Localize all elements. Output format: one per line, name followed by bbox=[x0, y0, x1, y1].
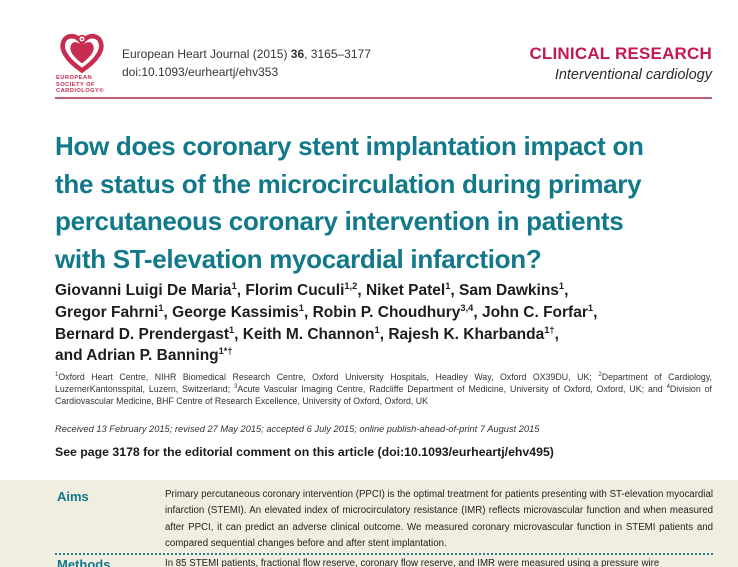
article-title: How does coronary stent implantation imp… bbox=[55, 128, 727, 278]
doi-text: doi:10.1093/eurheartj/ehv353 bbox=[122, 65, 279, 79]
journal-info: European Heart Journal (2015) 36, 3165–3… bbox=[122, 45, 371, 81]
text-line: How does coronary stent implantation imp… bbox=[55, 131, 644, 161]
journal-citation: European Heart Journal (2015) 36, 3165–3… bbox=[122, 47, 371, 61]
article-history: Received 13 February 2015; revised 27 Ma… bbox=[55, 424, 540, 434]
abstract-methods-label: Methods bbox=[57, 557, 111, 567]
text-line: percutaneous coronary intervention in pa… bbox=[55, 206, 624, 236]
text-line: Gregor Fahrni1, George Kassimis1, Robin … bbox=[55, 302, 598, 321]
esc-heart-icon bbox=[60, 33, 104, 73]
text-line: Giovanni Luigi De Maria1, Florim Cuculi1… bbox=[55, 280, 569, 299]
abstract-aims-text: Primary percutaneous coronary interventi… bbox=[165, 489, 713, 550]
text-line: EUROPEAN bbox=[56, 75, 93, 81]
authors-list: Giovanni Luigi De Maria1, Florim Cuculi1… bbox=[55, 280, 715, 367]
editorial-note: See page 3178 for the editorial comment … bbox=[55, 445, 554, 459]
esc-logo-caption: EUROPEAN SOCIETY OF CARDIOLOGY® bbox=[56, 75, 116, 95]
header-rule bbox=[55, 97, 712, 99]
esc-logo: EUROPEAN SOCIETY OF CARDIOLOGY® bbox=[56, 31, 116, 95]
abstract-separator bbox=[55, 553, 713, 555]
text-line: with ST-elevation myocardial infarction? bbox=[55, 243, 542, 274]
abstract-box: Aims Primary percutaneous coronary inter… bbox=[0, 480, 738, 567]
affiliations: 1Oxford Heart Centre, NIHR Biomedical Re… bbox=[55, 372, 713, 406]
abstract-aims-label: Aims bbox=[57, 489, 89, 504]
text-line: Bernard D. Prendergast1, Keith M. Channo… bbox=[55, 324, 559, 343]
text-line: SOCIETY OF bbox=[56, 81, 96, 88]
abstract-methods-text: In 85 STEMI patients, fractional flow re… bbox=[165, 558, 660, 567]
text-line: CARDIOLOGY® bbox=[56, 88, 104, 95]
text-line: the status of the microcirculation durin… bbox=[55, 168, 642, 199]
masthead-right: CLINICAL RESEARCH Interventional cardiol… bbox=[529, 44, 712, 83]
subsection-label: Interventional cardiology bbox=[554, 67, 712, 83]
text-line: and Adrian P. Banning1*† bbox=[55, 346, 233, 365]
section-label: CLINICAL RESEARCH bbox=[529, 44, 712, 63]
